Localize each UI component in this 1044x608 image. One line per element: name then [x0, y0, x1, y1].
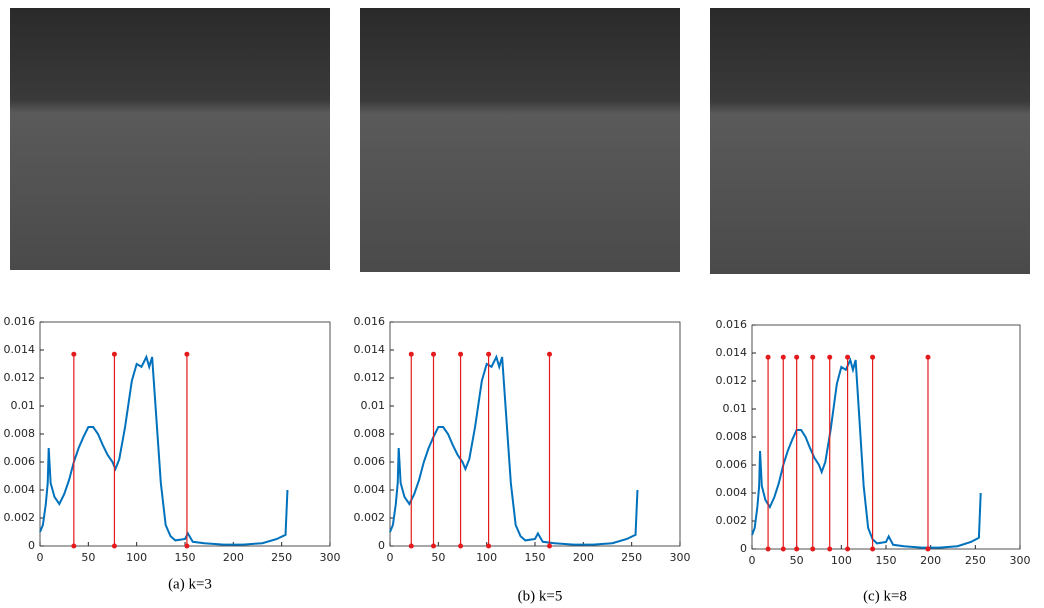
y-tick-label: 0.002	[4, 511, 36, 524]
threshold-marker	[781, 355, 786, 360]
threshold-marker	[486, 352, 491, 357]
y-tick-label: 0.006	[354, 455, 386, 468]
y-tick-label: 0.002	[716, 514, 748, 527]
threshold-marker	[925, 355, 930, 360]
x-tick-label: 300	[1010, 554, 1031, 567]
y-tick-label: 0.008	[4, 427, 36, 440]
threshold-base	[781, 547, 786, 552]
y-tick-label: 0	[740, 542, 747, 555]
threshold-base	[794, 547, 799, 552]
caption: (a) k=3	[168, 576, 212, 592]
threshold-base	[458, 544, 463, 549]
caption: (b) k=5	[518, 588, 563, 604]
y-tick-label: 0.002	[354, 511, 386, 524]
y-tick-label: 0.012	[354, 371, 386, 384]
y-tick-label: 0.006	[4, 455, 36, 468]
threshold-base	[431, 544, 436, 549]
threshold-base	[870, 547, 875, 552]
x-tick-label: 0	[387, 551, 394, 564]
threshold-marker	[458, 352, 463, 357]
x-tick-label: 50	[81, 551, 95, 564]
threshold-base	[184, 544, 189, 549]
histogram-line	[40, 357, 287, 545]
x-tick-label: 250	[965, 554, 986, 567]
threshold-marker	[431, 352, 436, 357]
y-tick-label: 0	[28, 539, 35, 552]
threshold-marker	[547, 352, 552, 357]
threshold-marker	[184, 352, 189, 357]
y-tick-label: 0.01	[723, 402, 748, 415]
threshold-base	[112, 544, 117, 549]
x-tick-label: 200	[920, 554, 941, 567]
caption: (c) k=8	[863, 588, 907, 604]
x-tick-label: 50	[431, 551, 445, 564]
threshold-base	[845, 547, 850, 552]
threshold-base	[766, 547, 771, 552]
threshold-base	[409, 544, 414, 549]
y-tick-label: 0.004	[4, 483, 36, 496]
y-tick-label: 0.014	[4, 343, 36, 356]
y-tick-label: 0	[378, 539, 385, 552]
y-tick-label: 0.01	[361, 399, 386, 412]
y-tick-label: 0.016	[354, 315, 386, 328]
y-tick-label: 0.014	[354, 343, 386, 356]
x-tick-label: 150	[175, 551, 196, 564]
y-tick-label: 0.012	[4, 371, 36, 384]
histogram-line	[390, 357, 637, 545]
y-tick-label: 0.016	[4, 315, 36, 328]
y-tick-label: 0.008	[354, 427, 386, 440]
x-tick-label: 0	[749, 554, 756, 567]
y-tick-label: 0.012	[716, 374, 748, 387]
x-tick-label: 200	[573, 551, 594, 564]
threshold-marker	[827, 355, 832, 360]
y-tick-label: 0.006	[716, 458, 748, 471]
threshold-base	[547, 544, 552, 549]
figure-canvas: 0 0.002 0.004 0.006 0.008 0.01 0.012 0.014 0.016…	[0, 0, 1044, 608]
threshold-base	[71, 544, 76, 549]
y-tick-label: 0.004	[716, 486, 748, 499]
y-tick-label: 0.004	[354, 483, 386, 496]
x-tick-label: 200	[223, 551, 244, 564]
y-tick-label: 0.01	[11, 399, 36, 412]
threshold-base	[486, 544, 491, 549]
photo	[10, 8, 1030, 274]
threshold-marker	[870, 355, 875, 360]
threshold-marker	[810, 355, 815, 360]
x-tick-label: 100	[476, 551, 497, 564]
x-tick-label: 150	[525, 551, 546, 564]
threshold-base	[810, 547, 815, 552]
x-tick-label: 300	[320, 551, 341, 564]
y-tick-label: 0.008	[716, 430, 748, 443]
x-tick-label: 0	[37, 551, 44, 564]
x-tick-label: 250	[621, 551, 642, 564]
threshold-marker	[794, 355, 799, 360]
threshold-marker	[112, 352, 117, 357]
x-tick-label: 100	[126, 551, 147, 564]
x-tick-label: 250	[271, 551, 292, 564]
threshold-base	[925, 547, 930, 552]
threshold-marker	[766, 355, 771, 360]
threshold-marker	[71, 352, 76, 357]
threshold-marker	[845, 355, 850, 360]
threshold-marker	[409, 352, 414, 357]
figure: 0 0.002 0.004 0.006 0.008 0.01 0.012 0.014 0.016…	[0, 0, 1044, 608]
x-tick-label: 100	[831, 554, 852, 567]
x-tick-label: 300	[670, 551, 691, 564]
y-tick-label: 0.016	[716, 318, 748, 331]
threshold-base	[827, 547, 832, 552]
x-tick-label: 150	[876, 554, 897, 567]
y-tick-label: 0.014	[716, 346, 748, 359]
x-tick-label: 50	[790, 554, 804, 567]
histogram-line	[752, 360, 981, 548]
